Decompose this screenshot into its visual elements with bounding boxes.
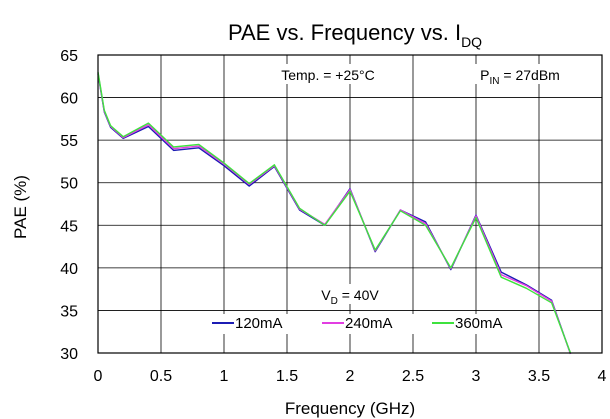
vd-annotation: VD = 40V	[321, 287, 379, 307]
grid-lines	[98, 55, 602, 353]
series-lines	[97, 71, 572, 355]
x-tick-label: 3	[472, 368, 481, 385]
x-tick-label: 2.5	[402, 368, 424, 385]
temperature-annotation: Temp. = +25°C	[281, 67, 375, 83]
x-tick-label: 4	[598, 368, 607, 385]
y-tick-label: 40	[60, 261, 78, 278]
x-tick-label: 0.5	[150, 368, 172, 385]
chart-title: PAE vs. Frequency vs. IDQ	[228, 20, 482, 50]
y-tick-label: 60	[60, 91, 78, 108]
tick-labels: 0 0.5 1 1.5 2 2.5 3 3.5 4 30 35 40 45 50 55 60 65	[60, 48, 606, 385]
y-tick-label: 65	[60, 48, 78, 65]
x-tick-label: 3.5	[528, 368, 550, 385]
pin-annotation-bg	[465, 64, 575, 84]
x-tick-label: 1.5	[276, 368, 298, 385]
y-axis-label: PAE (%)	[11, 175, 30, 239]
temp-annotation-bg	[268, 64, 388, 84]
x-tick-label: 0	[94, 368, 103, 385]
y-tick-label: 35	[60, 303, 78, 320]
legend: 120mA 240mA 360mA	[212, 315, 503, 332]
series-line-360mA	[97, 71, 572, 354]
series-line-120mA	[97, 73, 572, 355]
x-tick-label: 2	[346, 368, 355, 385]
vd-annotation-bg	[310, 284, 390, 304]
x-tick-label: 1	[220, 368, 229, 385]
x-axis-label: Frequency (GHz)	[285, 399, 415, 418]
y-tick-label: 50	[60, 176, 78, 193]
pin-annotation: PIN = 27dBm	[480, 67, 560, 87]
legend-label-360mA: 360mA	[455, 315, 503, 332]
legend-label-120mA: 120mA	[235, 315, 283, 332]
y-tick-label: 45	[60, 218, 78, 235]
legend-label-240mA: 240mA	[345, 315, 393, 332]
plot-frame	[97, 54, 603, 354]
legend-bg	[208, 314, 528, 334]
y-tick-label: 55	[60, 133, 78, 150]
y-tick-label: 30	[60, 346, 78, 363]
